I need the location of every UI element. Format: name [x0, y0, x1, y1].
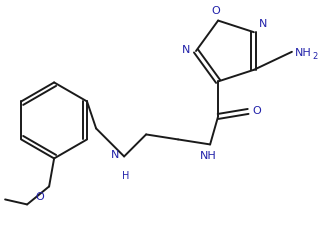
Text: O: O — [252, 106, 261, 116]
Text: N: N — [111, 150, 119, 160]
Text: O: O — [212, 5, 221, 16]
Text: O: O — [35, 192, 44, 202]
Text: N: N — [259, 19, 267, 29]
Text: H: H — [122, 171, 130, 181]
Text: NH: NH — [295, 48, 312, 57]
Text: N: N — [182, 45, 190, 55]
Text: 2: 2 — [313, 52, 318, 61]
Text: NH: NH — [200, 151, 216, 161]
